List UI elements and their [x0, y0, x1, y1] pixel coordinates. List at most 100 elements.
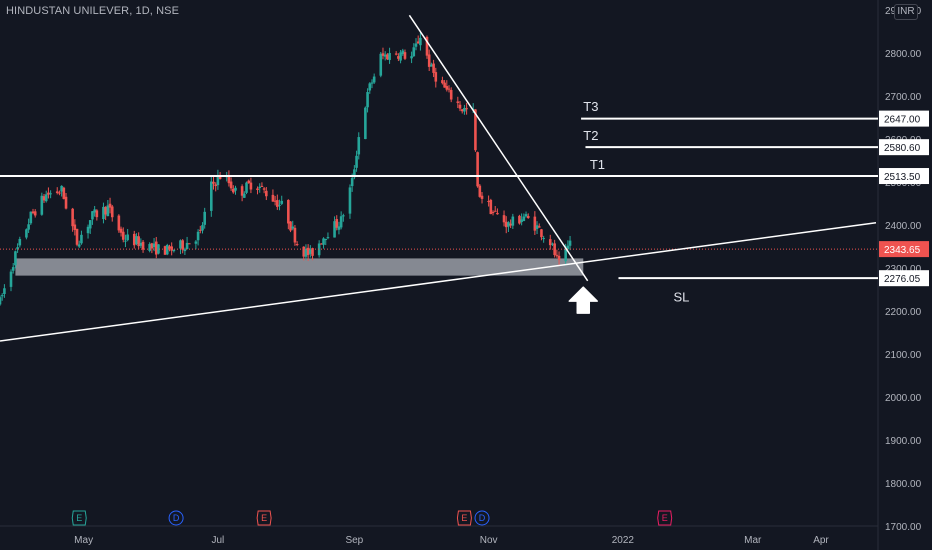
x-tick-label: Nov [480, 535, 498, 546]
candle-body [317, 243, 321, 256]
candle-body [518, 215, 521, 224]
candle-body [399, 52, 402, 61]
annotation-sl: SL [674, 289, 690, 304]
y-tick-label: 2100.00 [885, 350, 922, 361]
dividend-marker-icon[interactable] [168, 510, 184, 526]
candle-body [324, 238, 328, 241]
earnings-marker-icon[interactable] [71, 510, 87, 526]
last-price-badge [879, 241, 929, 258]
candle-body [58, 192, 61, 194]
level-badge-sl [879, 270, 929, 287]
candle-body [179, 240, 182, 249]
candle-body [102, 206, 105, 220]
earnings-marker-icon[interactable] [657, 510, 673, 526]
y-tick-label: 2400.00 [885, 221, 922, 232]
candle-body [44, 194, 48, 202]
candle-body [432, 63, 435, 73]
earnings-marker-icon[interactable] [256, 510, 272, 526]
candle-body [441, 80, 444, 84]
trendline-falling[interactable] [408, 14, 589, 282]
candle-body [509, 223, 512, 226]
candle-body [135, 236, 138, 245]
dividend-event-icon[interactable] [474, 510, 490, 526]
currency-button[interactable]: INR [894, 4, 918, 20]
candle-body [243, 193, 246, 198]
candle-body [163, 246, 167, 255]
candle-body [126, 234, 129, 241]
earnings-upcoming-event-icon[interactable] [657, 510, 673, 526]
candle-body [42, 196, 46, 201]
candle-body [170, 246, 173, 251]
event-label: E [461, 513, 467, 523]
candle-body [381, 53, 385, 56]
candle-body [504, 221, 508, 228]
candle-body [108, 203, 112, 208]
level-badge-label: 2580.60 [884, 143, 921, 154]
earnings-marker-icon[interactable] [456, 510, 472, 526]
candle-body [218, 176, 222, 179]
level-badge-t3 [879, 110, 929, 127]
x-tick-label: Apr [813, 535, 829, 546]
candle-body [62, 187, 66, 199]
earnings-event-icon[interactable] [456, 510, 472, 526]
candle-body [350, 178, 354, 187]
earnings-event-icon[interactable] [71, 510, 87, 526]
candle-body [29, 211, 33, 224]
candle-body [3, 288, 6, 295]
dividend-marker-icon[interactable] [474, 510, 490, 526]
candle-body [478, 185, 482, 197]
candle-body [520, 219, 523, 223]
candle-body [11, 267, 15, 271]
candle-body [152, 243, 156, 248]
trendline-rising[interactable] [0, 221, 877, 342]
candle-body [95, 210, 99, 218]
event-label: D [479, 513, 486, 523]
candle-body [60, 185, 63, 192]
dividend-event-icon[interactable] [168, 510, 184, 526]
candle-body [502, 215, 506, 223]
candle-body [110, 206, 114, 218]
candle-body [487, 201, 490, 203]
candle-body [386, 54, 389, 60]
candle-body [366, 92, 369, 108]
event-label: E [662, 513, 668, 523]
candle-body [326, 237, 330, 239]
candle-body [564, 249, 567, 262]
arrow-up-icon [568, 286, 599, 314]
candle-body [278, 204, 281, 206]
candle-body [533, 216, 537, 231]
candle-body [302, 246, 306, 257]
candle-body [25, 229, 28, 238]
candle-body [427, 54, 431, 67]
candle-body [414, 43, 418, 47]
x-tick-label: Mar [744, 535, 762, 546]
level-badge-label: 2276.05 [884, 274, 921, 285]
candle-body [542, 238, 545, 240]
candle-body [157, 244, 160, 254]
x-tick-label: 2022 [612, 535, 635, 546]
candle-body [139, 242, 143, 246]
candle-body [443, 82, 446, 88]
candle-body [168, 246, 171, 249]
x-tick-label: Jul [212, 535, 225, 546]
candle-body [322, 238, 325, 245]
candle-body [47, 192, 50, 195]
candle-body [348, 187, 352, 214]
candle-body [491, 211, 495, 213]
candle-body [353, 169, 356, 178]
event-label: D [173, 513, 180, 523]
candle-body [137, 236, 140, 247]
candle-body [260, 185, 264, 187]
candle-body [368, 83, 372, 91]
candle-body [183, 249, 187, 252]
candle-body [271, 194, 275, 202]
candle-body [434, 72, 438, 82]
candle-body [465, 108, 468, 110]
candle-body [458, 104, 462, 109]
y-tick-label: 2300.00 [885, 264, 922, 275]
candle-body [355, 155, 358, 168]
candle-body [309, 249, 312, 254]
earnings-event-icon[interactable] [256, 510, 272, 526]
